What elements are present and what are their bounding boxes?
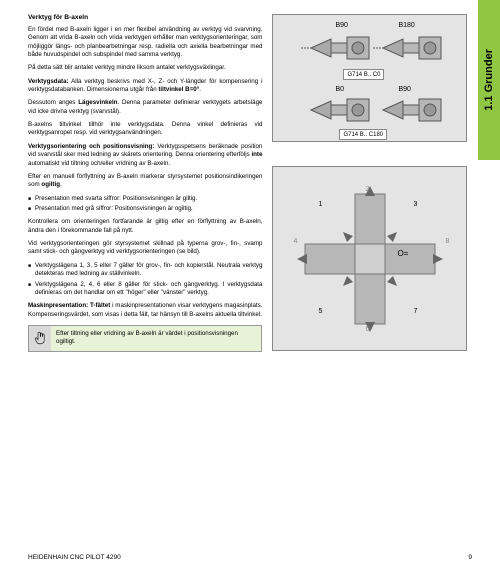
label-tooldata: Verktygsdata:	[28, 78, 69, 85]
list-display-colors: Presentation med svarta siffror: Positio…	[28, 195, 262, 214]
label-center-O: O=	[397, 249, 408, 260]
list-item: Verktygslägena 2, 4, 6 eller 8 gäller fö…	[28, 281, 262, 298]
list-item: Presentation med grå siffror: Positionsv…	[28, 205, 262, 213]
orientation-cross-icon	[295, 184, 445, 334]
pos-3: 3	[413, 200, 417, 209]
pos-4: 4	[293, 237, 297, 246]
heading-tools-b-axis: Verktyg för B-axeln	[28, 14, 262, 23]
para-position-angle: Dessutom anges Lägesvinkeln. Denna param…	[28, 99, 262, 116]
label-g714-c180: G714 B.. C180	[339, 129, 387, 140]
figure-orientation-numbers: O= 1 2 3 4 5 6 7 8	[272, 166, 467, 351]
section-tab-label: 1.1 Grunder	[482, 49, 497, 111]
pos-2: 2	[365, 185, 369, 194]
figure-column: B90 B180 G714 B.. C0 B0 B90	[272, 14, 472, 363]
turret-icon	[373, 31, 443, 65]
turret-icon	[373, 93, 443, 127]
turret-icon	[301, 93, 371, 127]
label-position-angle: Lägesvinkeln	[78, 99, 117, 106]
para-check-orientation: Kontrollera om orienteringen fortfarande…	[28, 218, 262, 235]
para-fewer-tools: På detta sätt blir antalet verktyg mindr…	[28, 64, 262, 72]
pos-1: 1	[318, 200, 322, 209]
pos-8: 8	[445, 237, 449, 246]
para-invalid-marker: Efter en manuell förflyttning av B-axeln…	[28, 173, 262, 190]
para-tooltype-diff: Vid verktygsorienteringen gör styrsystem…	[28, 240, 262, 257]
pos-6: 6	[365, 325, 369, 334]
label-machine-presentation: Maskinpresentation: T-fältet	[28, 302, 110, 309]
pos-5: 5	[318, 307, 322, 316]
page-body: Verktyg för B-axeln En fördel med B-axel…	[0, 0, 500, 373]
footer-page-number: 9	[468, 554, 472, 563]
para-tooldata: Verktygsdata: Alla verktyg beskrivs med …	[28, 78, 262, 95]
turret-icon	[301, 31, 371, 65]
page-footer: HEIDENHAIN CNC PILOT 4290 9	[28, 554, 472, 563]
label-b180: B180	[398, 21, 414, 30]
text-column: Verktyg för B-axeln En fördel med B-axel…	[28, 14, 262, 363]
hand-icon	[29, 326, 51, 351]
pos-7: 7	[413, 307, 417, 316]
footer-product: HEIDENHAIN CNC PILOT 4290	[28, 554, 121, 563]
label-b90: B90	[335, 21, 347, 30]
list-item: Verktygslägena 1, 3, 5 eller 7 gäller fö…	[28, 262, 262, 279]
note-box: Efter tiltning eller vridning av B-axeln…	[28, 325, 262, 352]
figure-b-axis-orientations: B90 B180 G714 B.. C0 B0 B90	[272, 14, 467, 142]
label-orientation: Verktygsorientering och positionsvisning…	[28, 143, 154, 150]
para-intro: En fördel med B-axeln ligger i en mer fl…	[28, 26, 262, 59]
list-tool-positions: Verktygslägena 1, 3, 5 eller 7 gäller fö…	[28, 262, 262, 297]
para-machine-presentation: Maskinpresentation: T-fältet i maskinpre…	[28, 302, 262, 319]
para-orientation-heading: Verktygsorientering och positionsvisning…	[28, 143, 262, 168]
label-tilt-b0: tiltvinkel B=0°	[158, 86, 199, 93]
label-g714-c0: G714 B.. C0	[343, 69, 384, 80]
note-text: Efter tiltning eller vridning av B-axeln…	[51, 326, 261, 351]
list-item: Presentation med svarta siffror: Positio…	[28, 195, 262, 203]
para-tiltangle-not-tooldata: B-axelns tiltvinkel tillhör inte verktyg…	[28, 121, 262, 138]
section-tab: 1.1 Grunder	[478, 0, 500, 160]
